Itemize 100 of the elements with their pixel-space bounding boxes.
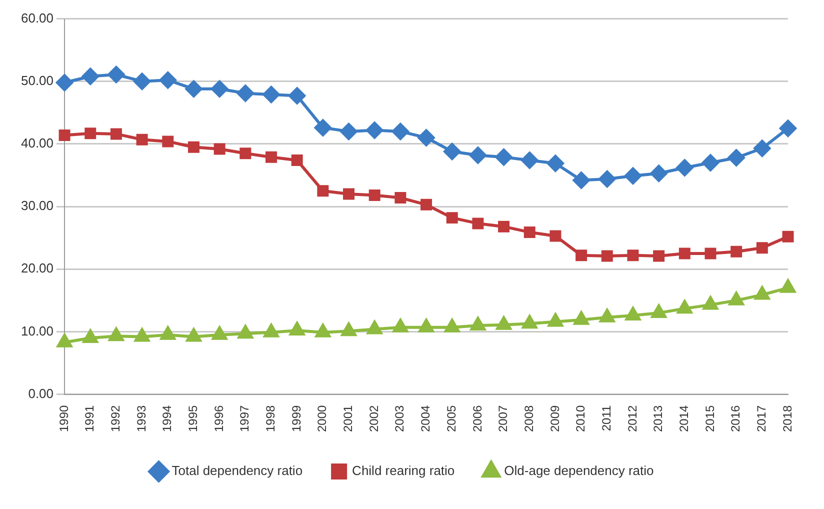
- point: [160, 326, 176, 340]
- y-tick-label: 0.00: [28, 386, 54, 401]
- point: [782, 230, 794, 242]
- point: [728, 149, 745, 166]
- x-tick-label: 2015: [702, 404, 717, 432]
- point: [444, 318, 460, 332]
- point: [754, 286, 770, 300]
- point: [290, 322, 305, 336]
- point: [58, 129, 70, 141]
- point: [574, 311, 589, 325]
- x-tick-label: 2010: [574, 404, 588, 432]
- point: [524, 226, 536, 238]
- point: [550, 230, 562, 242]
- x-tick-label: 1990: [56, 404, 71, 432]
- legend-label: Total dependency ratio: [172, 463, 303, 478]
- point: [446, 212, 458, 224]
- point: [624, 167, 642, 184]
- point: [495, 148, 512, 166]
- point: [600, 308, 615, 322]
- point: [730, 246, 742, 258]
- x-tick-label: 2017: [754, 404, 768, 432]
- point: [291, 154, 303, 166]
- point: [653, 250, 665, 262]
- point: [314, 119, 332, 136]
- point: [650, 164, 668, 182]
- point: [702, 296, 718, 310]
- point: [496, 316, 512, 330]
- point: [418, 129, 435, 146]
- point: [56, 74, 74, 92]
- x-tick-label: 2013: [651, 404, 666, 432]
- point: [392, 318, 408, 332]
- point: [236, 84, 254, 102]
- point: [288, 87, 306, 104]
- x-tick-label: 2016: [728, 404, 743, 432]
- point: [418, 318, 434, 332]
- point: [238, 325, 253, 339]
- y-tick-label: 40.00: [20, 136, 54, 151]
- point: [134, 328, 150, 342]
- point: [546, 154, 564, 172]
- point: [186, 328, 202, 342]
- y-tick-label: 60.00: [20, 10, 54, 26]
- point: [472, 218, 484, 230]
- x-tick-label: 1993: [134, 404, 148, 432]
- point: [317, 185, 329, 197]
- point: [469, 146, 486, 164]
- point: [392, 122, 409, 140]
- x-tick-label: 2000: [315, 404, 330, 432]
- x-tick-label: 1998: [264, 404, 278, 432]
- legend-label: Old-age dependency ratio: [504, 463, 654, 478]
- point: [262, 86, 280, 104]
- y-tick-label: 50.00: [20, 72, 54, 88]
- point: [211, 80, 228, 98]
- point: [82, 68, 99, 85]
- x-tick-label: 2018: [780, 404, 794, 432]
- x-tick-label: 1997: [238, 404, 252, 432]
- x-tick-label: 2002: [366, 404, 381, 432]
- point: [702, 154, 719, 172]
- point: [159, 72, 176, 89]
- x-tick-label: 2009: [548, 404, 562, 432]
- x-tick-label: 2001: [341, 404, 356, 432]
- point: [677, 300, 692, 314]
- point: [627, 250, 639, 262]
- x-tick-label: 1996: [212, 404, 226, 432]
- point: [754, 140, 771, 157]
- point: [366, 122, 384, 139]
- x-tick-label: 1991: [82, 404, 97, 432]
- point: [343, 188, 354, 200]
- point: [651, 304, 666, 318]
- point: [212, 326, 228, 340]
- point: [340, 122, 358, 140]
- point: [84, 128, 96, 140]
- point: [601, 250, 613, 262]
- point: [108, 328, 124, 342]
- point: [676, 159, 694, 176]
- x-tick-label: 1994: [160, 404, 174, 432]
- point: [572, 172, 590, 189]
- legend-label: Child rearing ratio: [352, 463, 455, 478]
- point: [82, 329, 98, 343]
- point: [240, 148, 252, 160]
- point: [265, 151, 277, 163]
- point: [188, 141, 200, 153]
- point: [315, 324, 330, 338]
- x-tick-label: 2014: [676, 404, 691, 432]
- point: [625, 306, 641, 320]
- point: [394, 192, 406, 204]
- point: [756, 242, 768, 254]
- x-tick-label: 2012: [625, 404, 640, 432]
- point: [678, 248, 690, 260]
- y-tick-label: 20.00: [20, 260, 54, 276]
- x-tick-label: 1999: [289, 404, 304, 432]
- point: [341, 322, 356, 336]
- point: [780, 279, 796, 293]
- x-tick-label: 2008: [522, 404, 536, 432]
- point: [780, 120, 796, 137]
- point: [368, 190, 380, 202]
- x-tick-label: 1995: [186, 404, 200, 432]
- point: [498, 220, 510, 232]
- point: [134, 72, 151, 90]
- point: [420, 198, 432, 210]
- x-tick-label: 2006: [470, 404, 484, 432]
